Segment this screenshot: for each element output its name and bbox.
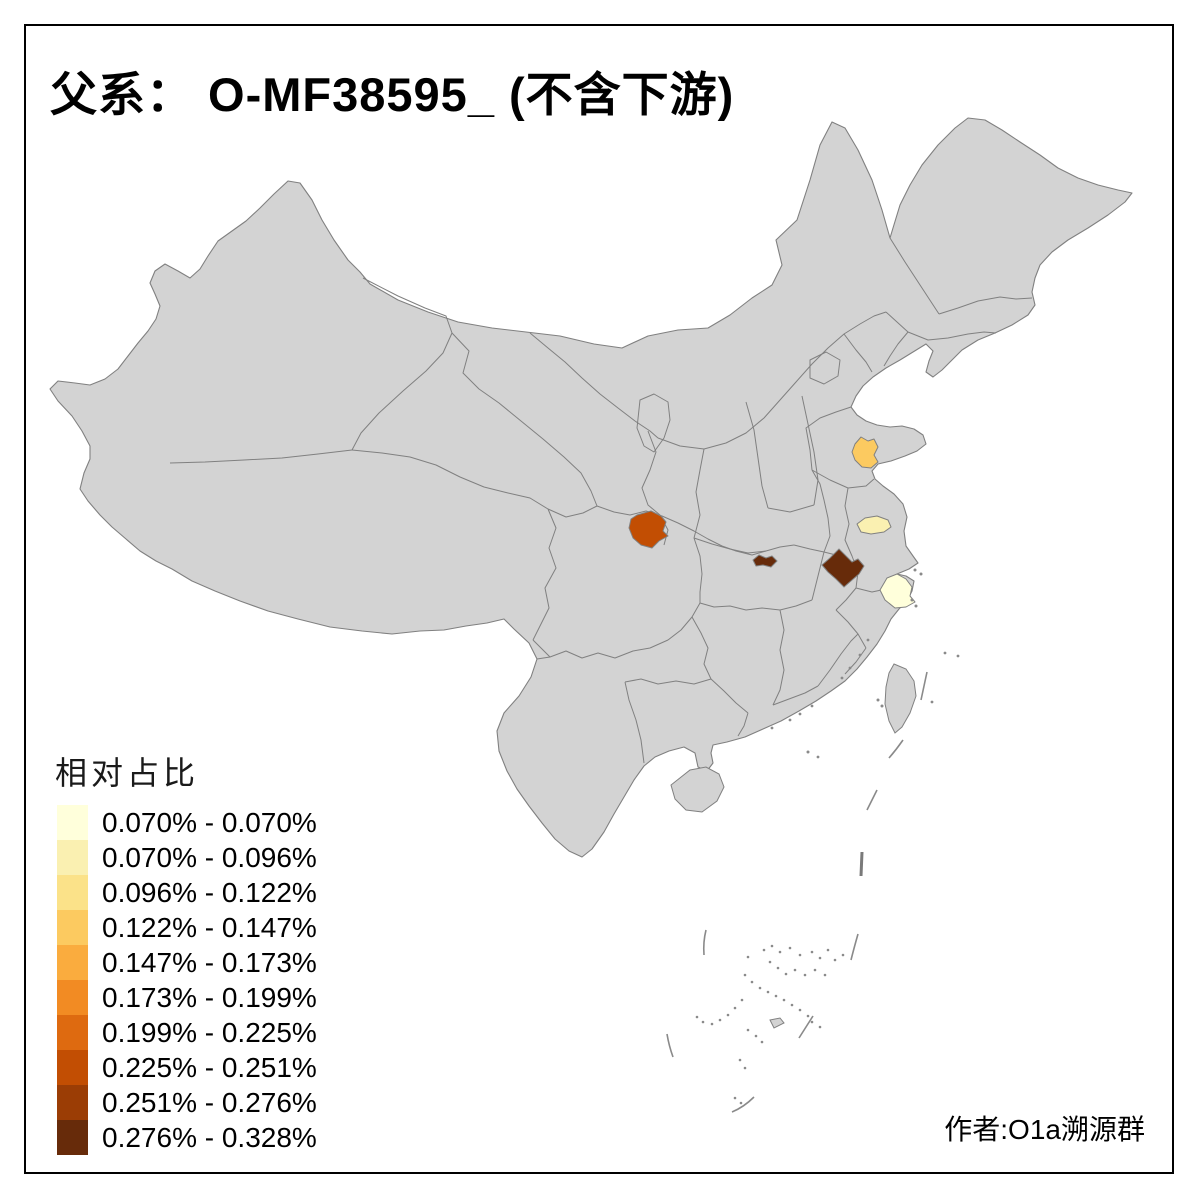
province-border-hubei-hunan-jiangxi <box>699 599 813 706</box>
province-border-heilongjiang-neimenggu <box>889 237 940 315</box>
legend-label: 0.070% - 0.096% <box>102 841 317 873</box>
province-border-heilongjiang-jilin <box>938 296 1033 315</box>
region-xuancheng-anhui <box>821 548 865 588</box>
legend-label: 0.070% - 0.070% <box>102 806 317 838</box>
legend-swatch-7 <box>57 1050 88 1085</box>
legend-label: 0.122% - 0.147% <box>102 911 317 943</box>
province-border-sichuan-chongqing-guizhou <box>536 537 703 660</box>
legend-label: 0.276% - 0.328% <box>102 1121 317 1153</box>
province-border-hebei-liaoning <box>843 333 873 373</box>
region-weifang-shandong <box>851 436 879 469</box>
legend-row: 0.225% - 0.251% <box>57 1050 317 1085</box>
legend-label: 0.225% - 0.251% <box>102 1051 317 1083</box>
taiwan-island <box>884 663 917 734</box>
legend-row: 0.070% - 0.096% <box>57 840 317 875</box>
province-border-tibet-sichuan <box>532 508 557 658</box>
legend-swatch-5 <box>57 980 88 1015</box>
province-border-shanxi <box>745 395 819 513</box>
legend-swatch-2 <box>57 875 88 910</box>
region-guangyuan-sichuan <box>628 510 669 549</box>
province-border-qinghai-gansu <box>451 332 598 507</box>
province-border-jiangxi-guangdong-fujian <box>772 685 819 706</box>
small-islands <box>695 568 960 1105</box>
legend-swatch-6 <box>57 1015 88 1050</box>
legend-swatch-4 <box>57 945 88 980</box>
legend-swatch-8 <box>57 1085 88 1120</box>
province-border-neimenggu-south <box>657 311 887 450</box>
legend-row: 0.199% - 0.225% <box>57 1015 317 1050</box>
hainan-island <box>670 766 725 813</box>
legend-label: 0.173% - 0.199% <box>102 981 317 1013</box>
legend-label: 0.096% - 0.122% <box>102 876 317 908</box>
province-border-xinjiang <box>169 277 453 464</box>
legend-label: 0.147% - 0.173% <box>102 946 317 978</box>
legend-row: 0.122% - 0.147% <box>57 910 317 945</box>
sea-dash-segments <box>666 671 928 1113</box>
legend-row: 0.251% - 0.276% <box>57 1085 317 1120</box>
legend-row: 0.070% - 0.070% <box>57 805 317 840</box>
legend-swatch-1 <box>57 840 88 875</box>
province-border-jilin-liaoning <box>883 311 997 367</box>
legend-swatch-9 <box>57 1120 88 1155</box>
china-mainland-outline <box>49 117 1133 858</box>
spratly-islet <box>769 1017 785 1029</box>
province-border-henan-anhui <box>811 469 831 553</box>
legend-row: 0.173% - 0.199% <box>57 980 317 1015</box>
legend-swatch-0 <box>57 805 88 840</box>
legend-row: 0.096% - 0.122% <box>57 875 317 910</box>
author-credit: 作者:O1a溯源群 <box>944 1114 1145 1145</box>
province-border-qinghai-sichuan <box>547 505 598 518</box>
legend-title: 相对占比 <box>55 755 200 791</box>
region-ningbo-zhejiang <box>879 573 916 609</box>
province-border-zhejiang-fujian <box>817 609 867 687</box>
legend-row: 0.276% - 0.328% <box>57 1120 317 1155</box>
province-border-guizhou-guangxi-yunnan <box>624 616 749 764</box>
province-border-tibet-qinghai <box>351 449 549 510</box>
province-border-ningxia <box>636 393 671 453</box>
province-border-gansu-neimenggu <box>529 332 659 439</box>
region-jianghan-hubei <box>752 554 778 568</box>
province-border-henan-hubei <box>693 537 841 601</box>
legend: 相对占比 0.070% - 0.070% 0.070% - 0.096% 0.096… <box>55 748 317 1155</box>
page-title: 父系： O-MF38595_ (不含下游) <box>50 68 735 121</box>
legend-rows: 0.070% - 0.070% 0.070% - 0.096% 0.096% - 0… <box>57 805 317 1155</box>
province-border-beijing <box>809 351 841 385</box>
region-taizhou-jiangsu <box>856 515 892 535</box>
legend-swatch-3 <box>57 910 88 945</box>
legend-label: 0.251% - 0.276% <box>102 1086 317 1118</box>
legend-label: 0.199% - 0.225% <box>102 1016 317 1048</box>
legend-row: 0.147% - 0.173% <box>57 945 317 980</box>
province-border-shaanxi-gansu <box>641 430 705 546</box>
